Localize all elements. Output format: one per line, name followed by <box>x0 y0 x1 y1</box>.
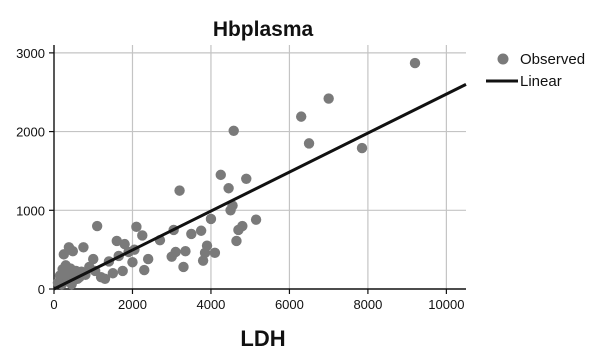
x-tick-label: 4000 <box>196 297 225 312</box>
data-point <box>195 225 207 236</box>
data-point <box>88 253 99 265</box>
data-point <box>174 185 185 196</box>
data-point <box>409 57 421 69</box>
data-point <box>201 240 213 251</box>
data-point <box>209 247 221 258</box>
data-point <box>241 173 252 185</box>
x-tick-label: 6000 <box>275 297 304 312</box>
data-point <box>107 268 119 279</box>
data-point <box>78 242 89 253</box>
observed-points <box>52 57 421 290</box>
data-point <box>137 230 148 241</box>
data-point <box>180 246 191 257</box>
data-point <box>99 273 111 284</box>
axes <box>53 45 466 290</box>
legend: Observed Linear <box>486 51 585 90</box>
data-point <box>228 125 239 136</box>
x-axis-ticks: 0 2000 4000 6000 8000 10000 <box>50 289 464 312</box>
data-point <box>303 138 315 149</box>
data-point <box>296 111 307 122</box>
data-point <box>186 228 197 240</box>
x-axis-label: LDH <box>240 326 285 351</box>
data-point <box>178 261 189 273</box>
chart-title: Hbplasma <box>213 18 314 41</box>
y-axis-ticks: 0 1000 2000 3000 <box>16 46 54 297</box>
y-tick-label: 3000 <box>16 46 45 61</box>
data-point <box>323 93 334 104</box>
linear-fit <box>53 83 467 291</box>
data-point <box>142 253 154 265</box>
data-point <box>197 255 209 266</box>
data-point <box>127 257 138 268</box>
x-tick-label: 0 <box>50 297 57 312</box>
data-point <box>131 221 142 233</box>
legend-label-observed: Observed <box>520 51 585 68</box>
data-point <box>111 235 122 247</box>
data-point <box>205 213 217 225</box>
data-point <box>170 246 181 258</box>
y-tick-label: 0 <box>38 282 45 297</box>
fit-line <box>53 83 467 291</box>
y-tick-label: 2000 <box>16 125 45 140</box>
data-point <box>356 142 368 154</box>
legend-label-linear: Linear <box>520 73 562 90</box>
legend-marker-observed <box>497 53 509 65</box>
data-point <box>139 264 150 276</box>
x-tick-label: 8000 <box>353 297 382 312</box>
data-point <box>67 246 79 257</box>
data-point <box>237 220 248 232</box>
data-point <box>119 238 130 250</box>
data-point <box>231 235 242 247</box>
x-tick-label: 2000 <box>118 297 147 312</box>
y-tick-label: 1000 <box>16 203 45 218</box>
data-point <box>91 220 103 232</box>
grid-lines <box>54 45 466 289</box>
data-point <box>223 183 234 194</box>
x-tick-label: 10000 <box>428 297 464 312</box>
data-point <box>250 214 262 225</box>
data-point <box>215 169 226 181</box>
data-point <box>117 265 128 277</box>
